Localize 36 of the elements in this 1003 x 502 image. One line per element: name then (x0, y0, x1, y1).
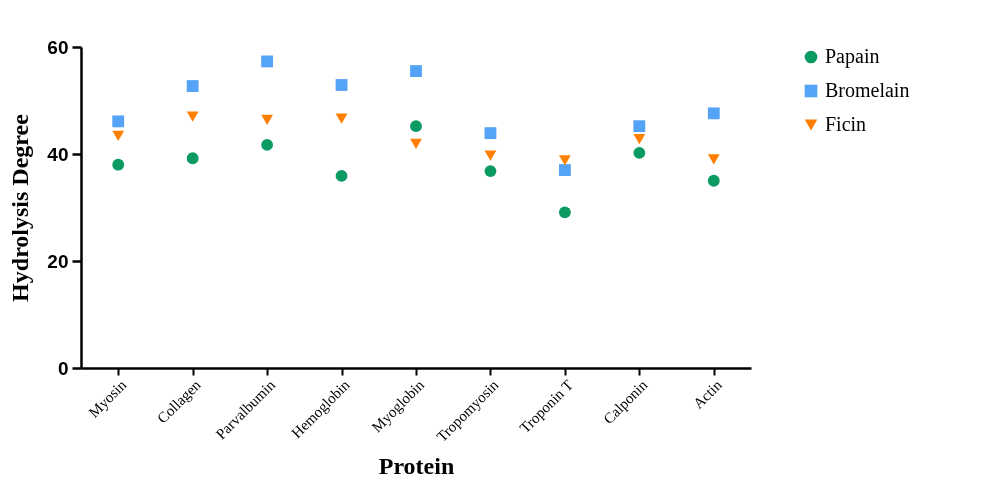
point (707, 174, 720, 187)
point (558, 164, 571, 176)
point (186, 80, 199, 92)
point (410, 120, 422, 133)
x-axis-title: Protein (378, 452, 455, 479)
y-axis-title: Hydrolysis Degree (7, 113, 34, 302)
point (112, 130, 125, 141)
y-tick-label: 0 (57, 357, 69, 379)
legend-label: Ficin (825, 113, 867, 135)
point (261, 139, 274, 151)
point (335, 113, 348, 124)
point (186, 111, 199, 122)
point (410, 138, 422, 149)
point (261, 114, 274, 125)
point (707, 154, 720, 165)
point (633, 147, 646, 159)
point (633, 133, 646, 145)
point (335, 79, 348, 91)
point (261, 55, 274, 68)
y-tick-label: 40 (47, 143, 69, 165)
point (335, 170, 348, 182)
y-tick-label: 60 (47, 36, 69, 58)
point (707, 107, 720, 120)
point (558, 155, 571, 166)
legend-label: Bromelain (825, 79, 910, 101)
y-tick-label: 20 (47, 250, 69, 272)
point (186, 152, 199, 165)
point (484, 150, 497, 161)
point (112, 158, 125, 171)
point (484, 127, 497, 140)
point (410, 65, 422, 77)
point (558, 206, 571, 219)
legend-label: Papain (825, 45, 880, 68)
point (112, 115, 125, 128)
point (633, 120, 646, 133)
point (484, 165, 497, 178)
